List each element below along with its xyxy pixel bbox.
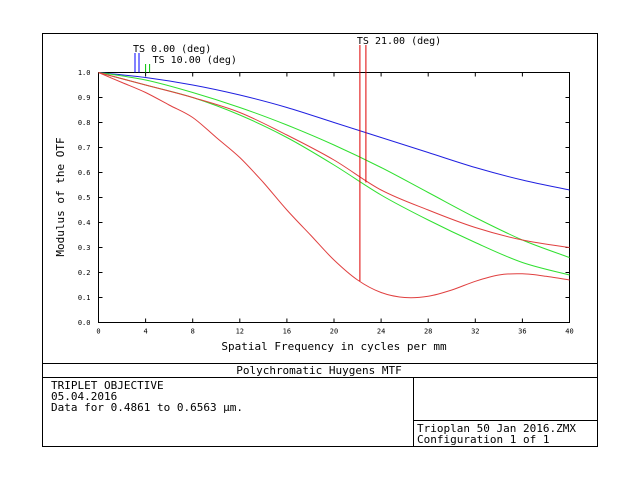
y-axis-label: Modulus of the OTF bbox=[54, 137, 67, 256]
x-tick-label: 36 bbox=[518, 328, 526, 336]
mtf-series-1 bbox=[98, 72, 570, 191]
field-markers: TS 0.00 (deg)TS 10.00 (deg) TS 21.00 (deg… bbox=[133, 36, 441, 282]
x-tick-label: 40 bbox=[565, 328, 573, 336]
y-tick-label: 0.4 bbox=[78, 219, 91, 227]
outer-frame bbox=[42, 33, 598, 447]
plot-area: 0 4 8 12 16 20 24 28 32 36 40 0.0 0.1 0.2 0.3 0.4 0.5 0.6… bbox=[78, 36, 574, 336]
axis-ticks bbox=[98, 72, 570, 323]
y-tick-label: 1.0 bbox=[78, 69, 91, 77]
y-tick-label: 0.5 bbox=[78, 194, 91, 202]
wavelength-range: Data for 0.4861 to 0.6563 µm. bbox=[51, 401, 243, 414]
mtf-series-4 bbox=[98, 72, 570, 248]
x-tick-label: 24 bbox=[377, 328, 385, 336]
mtf-series-2 bbox=[98, 72, 570, 258]
configuration: Configuration 1 of 1 bbox=[417, 433, 549, 446]
x-tick-label: 4 bbox=[143, 328, 147, 336]
field-label-21: TS 21.00 (deg) bbox=[357, 36, 441, 47]
field-label-10: TS 10.00 (deg) bbox=[153, 55, 237, 66]
y-tick-label: 0.6 bbox=[78, 169, 91, 177]
x-tick-label: 16 bbox=[283, 328, 291, 336]
report-date: 05.04.2016 bbox=[51, 390, 117, 403]
file-name: Trioplan 50 Jan 2016.ZMX bbox=[417, 422, 576, 435]
plot-border bbox=[98, 72, 570, 323]
y-tick-label: 0.7 bbox=[78, 144, 91, 152]
y-tick-label: 0.0 bbox=[78, 319, 91, 327]
y-tick-label: 0.3 bbox=[78, 244, 91, 252]
y-tick-label: 0.2 bbox=[78, 269, 91, 277]
x-tick-label: 32 bbox=[471, 328, 479, 336]
mtf-series-5 bbox=[98, 72, 570, 299]
x-tick-label: 12 bbox=[236, 328, 244, 336]
x-tick-label: 0 bbox=[96, 328, 100, 336]
lens-title: TRIPLET OBJECTIVE bbox=[51, 379, 164, 392]
y-tick-label: 0.1 bbox=[78, 294, 91, 302]
axis-tick-labels: 0 4 8 12 16 20 24 28 32 36 40 0.0 0.1 0.2 0.3 0.4 0.5 0.6… bbox=[78, 69, 574, 336]
x-tick-label: 28 bbox=[424, 328, 432, 336]
x-axis-label: Spatial Frequency in cycles per mm bbox=[221, 340, 447, 353]
y-tick-label: 0.8 bbox=[78, 119, 91, 127]
x-tick-label: 20 bbox=[330, 328, 338, 336]
field-label-0: TS 0.00 (deg) bbox=[133, 44, 211, 55]
chart-caption: Polychromatic Huygens MTF bbox=[236, 364, 402, 377]
x-tick-label: 8 bbox=[191, 328, 195, 336]
y-tick-label: 0.9 bbox=[78, 94, 91, 102]
series-layer bbox=[98, 72, 570, 299]
